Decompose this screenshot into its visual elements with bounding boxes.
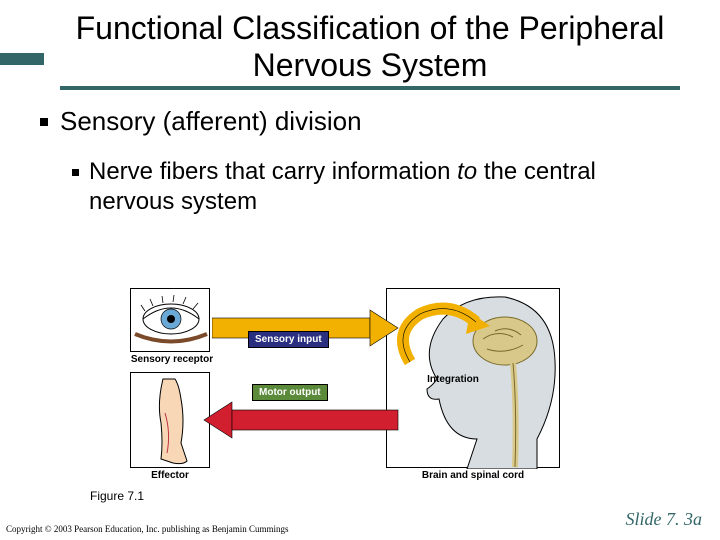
bullet-level1: Sensory (afferent) division <box>36 106 684 137</box>
bullet-dot <box>72 169 79 176</box>
label-sensory-input-text: Sensory input <box>255 334 322 345</box>
figure-diagram: Sensory receptor Effector Brain and spin… <box>130 288 560 483</box>
label-motor-output: Motor output <box>252 384 328 401</box>
panel-eye <box>130 288 210 352</box>
bullet-l2-text: Nerve fibers that carry information to t… <box>89 157 684 217</box>
accent-bar <box>0 53 44 65</box>
panel-leg <box>130 372 210 468</box>
bullet-dot <box>40 118 48 126</box>
bullet-l2-italic: to <box>457 158 477 185</box>
slide-title: Functional Classification of the Periphe… <box>60 10 680 84</box>
copyright-text: Copyright © 2003 Pearson Education, Inc.… <box>6 524 289 534</box>
label-sensory-input: Sensory input <box>248 331 329 348</box>
content: Sensory (afferent) division Nerve fibers… <box>0 92 720 217</box>
label-effector: Effector <box>140 470 200 481</box>
label-brain-spinal: Brain and spinal cord <box>406 470 540 481</box>
bullet-level2: Nerve fibers that carry information to t… <box>72 157 684 217</box>
eye-icon <box>131 289 211 353</box>
bullet-l1-text: Sensory (afferent) division <box>60 106 362 137</box>
label-integration: Integration <box>418 374 488 385</box>
title-block: Functional Classification of the Periphe… <box>0 0 720 92</box>
motor-arrow <box>202 400 400 445</box>
bullet-l2-pre: Nerve fibers that carry information <box>89 158 457 185</box>
leg-icon <box>131 373 211 469</box>
label-sensory-receptor: Sensory receptor <box>124 354 220 365</box>
title-underline <box>60 86 680 90</box>
label-motor-output-text: Motor output <box>259 387 321 398</box>
slide-number: Slide 7. 3a <box>626 509 703 530</box>
figure-caption: Figure 7.1 <box>90 489 144 503</box>
